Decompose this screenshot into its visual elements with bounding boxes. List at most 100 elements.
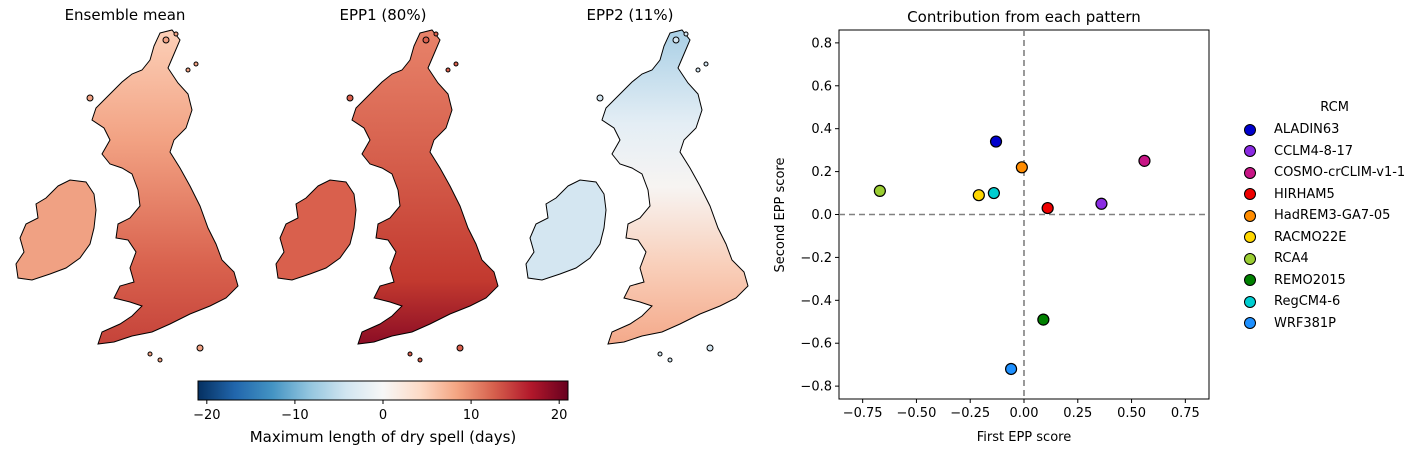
point-cosmo-crclim-v1-1: [1138, 154, 1151, 167]
legend-marker: [1244, 209, 1256, 222]
y-tick-label: −0.4: [800, 294, 832, 309]
island-outline: [86, 94, 94, 102]
island-outline: [683, 31, 689, 37]
island-outline: [196, 344, 204, 352]
legend: RCM ALADIN63 CCLM4-8-17 COSMO-crCLIM-v1-1 H…: [1236, 100, 1405, 334]
island-outline: [147, 351, 153, 357]
y-tick-label: −0.8: [800, 380, 832, 395]
legend-item: RACMO22E: [1236, 227, 1405, 249]
legend-label: HadREM3-GA7-05: [1274, 208, 1391, 224]
legend-marker: [1244, 166, 1256, 179]
legend-label: COSMO-crCLIM-v1-1: [1274, 165, 1406, 181]
y-tick-label: −0.6: [800, 337, 832, 352]
colorbar-gradient: [197, 380, 569, 401]
point-regcm4-6: [987, 186, 1000, 200]
island-outline: [657, 351, 663, 357]
legend-item: CCLM4-8-17: [1236, 141, 1405, 163]
ireland-outline: [15, 179, 97, 281]
island-outline: [173, 31, 179, 37]
point-aladin63: [989, 135, 1003, 148]
legend-item: HIRHAM5: [1236, 184, 1405, 206]
legend-marker: [1244, 145, 1256, 158]
island-outline: [695, 67, 701, 73]
island-outline: [703, 61, 709, 67]
ireland-outline: [525, 179, 607, 281]
map-title-epp2: EPP2 (11%): [586, 6, 674, 24]
x-tick-label: 0.00: [1010, 406, 1039, 421]
colorbar-tick-label: −20: [193, 408, 220, 423]
x-axis-label: First EPP score: [977, 430, 1071, 445]
colorbar-tick-label: 10: [463, 408, 480, 423]
legend-label: WRF381P: [1274, 315, 1337, 331]
island-outline: [433, 31, 439, 37]
legend-item: RCA4: [1236, 248, 1405, 270]
legend-marker: [1244, 188, 1256, 201]
great-britain-outline: [351, 29, 499, 345]
island-outline: [346, 94, 354, 102]
y-axis-label: Second EPP score: [773, 158, 788, 273]
legend-label: REMO2015: [1274, 272, 1346, 288]
legend-label: RegCM4-6: [1274, 294, 1341, 310]
ireland-outline: [275, 179, 357, 281]
map-epp1: [275, 29, 499, 363]
map-ensemble-mean: [15, 29, 239, 363]
x-tick-label: 0.50: [1117, 406, 1146, 421]
island-outline: [193, 61, 199, 67]
legend-title: RCM: [1320, 100, 1349, 115]
map-title-epp1: EPP1 (80%): [339, 6, 427, 24]
legend-item: ALADIN63: [1236, 119, 1405, 141]
x-tick-label: 0.75: [1171, 406, 1200, 421]
legend-item: COSMO-crCLIM-v1-1: [1236, 162, 1405, 184]
legend-marker: [1244, 317, 1256, 330]
legend-label: RACMO22E: [1274, 229, 1347, 245]
island-outline: [185, 67, 191, 73]
island-outline: [596, 94, 604, 102]
colorbar-tick-label: −10: [281, 408, 308, 423]
point-wrf381p: [1004, 362, 1018, 376]
island-outline: [157, 357, 163, 363]
legend-marker: [1244, 274, 1256, 287]
island-outline: [667, 357, 673, 363]
island-outline: [407, 351, 413, 357]
legend-label: RCA4: [1274, 251, 1309, 267]
island-outline: [456, 344, 464, 352]
scatter-chart: Contribution from each pattern −0.75 −0.5…: [773, 8, 1210, 445]
point-rca4: [873, 184, 886, 198]
legend-marker: [1244, 231, 1256, 244]
island-outline: [453, 61, 459, 67]
legend-label: CCLM4-8-17: [1274, 143, 1354, 159]
point-hirham5: [1041, 201, 1054, 215]
y-tick-label: 0.2: [811, 165, 832, 180]
y-tick-label: 0.4: [811, 122, 832, 137]
point-remo2015: [1037, 313, 1050, 326]
y-tick-label: 0.8: [811, 36, 832, 51]
legend-item: HadREM3-GA7-05: [1236, 205, 1405, 227]
y-tick-label: −0.2: [800, 251, 832, 266]
legend-item: REMO2015: [1236, 270, 1405, 292]
island-outline: [672, 36, 680, 44]
island-outline: [417, 357, 423, 363]
x-tick-label: −0.25: [950, 406, 990, 421]
y-tick-label: 0.0: [811, 208, 832, 223]
colorbar-label: Maximum length of dry spell (days): [249, 428, 517, 446]
island-outline: [422, 36, 430, 44]
legend-marker: [1244, 123, 1256, 136]
legend-label: ALADIN63: [1274, 122, 1340, 138]
x-tick-label: −0.75: [843, 406, 883, 421]
point-cclm4-8-17: [1095, 197, 1108, 210]
great-britain-outline: [601, 29, 749, 345]
legend-label: HIRHAM5: [1274, 186, 1335, 202]
colorbar: −20 −10 0 10 20: [193, 380, 569, 423]
y-tick-label: 0.6: [811, 79, 832, 94]
island-outline: [706, 344, 714, 352]
island-outline: [162, 36, 170, 44]
legend-item: RegCM4-6: [1236, 291, 1405, 313]
x-tick-label: 0.25: [1063, 406, 1092, 421]
colorbar-tick-label: 20: [551, 408, 568, 423]
colorbar-tick-label: 0: [379, 408, 387, 423]
map-title-ensemble-mean: Ensemble mean: [64, 6, 186, 24]
point-racmo22e: [972, 189, 985, 202]
chart-title: Contribution from each pattern: [907, 8, 1141, 26]
legend-item: WRF381P: [1236, 313, 1405, 335]
legend-marker: [1244, 252, 1256, 265]
